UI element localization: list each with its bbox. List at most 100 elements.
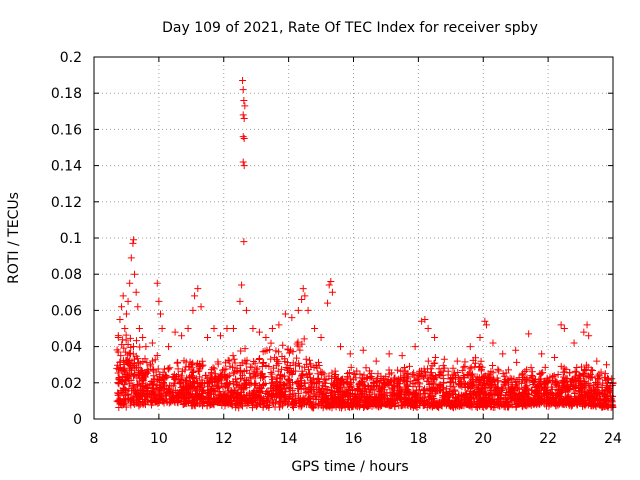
data-point	[558, 400, 566, 408]
data-point	[350, 370, 358, 378]
data-point	[488, 380, 496, 388]
data-point	[274, 357, 282, 365]
data-point	[272, 362, 280, 370]
data-point	[580, 367, 588, 375]
data-point	[180, 391, 188, 399]
data-point	[347, 363, 355, 371]
data-point	[259, 403, 267, 411]
data-point	[554, 370, 562, 378]
data-point	[244, 391, 252, 399]
data-point	[557, 392, 565, 400]
data-point	[195, 393, 203, 401]
data-point	[132, 337, 140, 345]
data-point	[419, 387, 427, 395]
data-point	[151, 356, 159, 364]
data-point	[593, 357, 601, 365]
data-point	[189, 399, 197, 407]
data-point	[546, 390, 554, 398]
data-point	[296, 346, 304, 354]
data-point	[262, 334, 270, 342]
data-point	[224, 381, 232, 389]
data-point	[398, 352, 406, 360]
data-point	[578, 363, 586, 371]
data-point	[478, 363, 486, 371]
data-point	[205, 376, 213, 384]
data-point	[212, 381, 220, 389]
data-point	[135, 393, 143, 401]
data-point	[139, 400, 147, 408]
data-point	[472, 403, 480, 411]
data-point	[240, 134, 248, 142]
data-point	[326, 392, 334, 400]
data-point	[587, 366, 595, 374]
data-point	[190, 384, 198, 392]
data-point	[518, 379, 526, 387]
data-point	[543, 387, 551, 395]
data-point	[272, 347, 280, 355]
data-point	[377, 374, 385, 382]
data-point	[166, 364, 174, 372]
y-tick-label: 0.14	[51, 159, 82, 175]
data-point	[230, 355, 238, 363]
data-point	[340, 391, 348, 399]
data-point	[215, 388, 223, 396]
data-point	[209, 400, 217, 408]
data-point	[238, 398, 246, 406]
data-point	[319, 398, 327, 406]
data-point	[472, 376, 480, 384]
data-point	[209, 364, 217, 372]
data-point	[510, 375, 518, 383]
data-point	[346, 350, 354, 358]
data-point	[376, 379, 384, 387]
data-point	[197, 303, 205, 311]
data-point	[425, 402, 433, 410]
data-point	[494, 377, 502, 385]
data-point	[134, 390, 142, 398]
data-point	[371, 390, 379, 398]
data-point	[298, 367, 306, 375]
data-point	[449, 371, 457, 379]
data-point	[233, 395, 241, 403]
data-point	[276, 398, 284, 406]
y-tick-label: 0.08	[51, 267, 82, 283]
data-point	[586, 397, 594, 405]
data-point	[133, 374, 141, 382]
data-point	[580, 379, 588, 387]
data-point	[158, 325, 166, 332]
data-point	[126, 334, 134, 342]
data-point	[174, 358, 182, 366]
data-point	[378, 388, 386, 396]
data-point	[541, 391, 549, 399]
data-point	[446, 393, 454, 401]
data-point	[409, 370, 417, 378]
data-point	[375, 398, 383, 406]
data-point	[577, 384, 585, 392]
chart-title: Day 109 of 2021, Rate Of TEC Index for r…	[162, 20, 538, 36]
data-point	[461, 383, 469, 391]
data-point	[275, 321, 283, 329]
data-point	[155, 375, 163, 383]
data-point	[156, 377, 164, 385]
data-point	[541, 383, 549, 391]
data-point	[294, 306, 302, 314]
data-point	[211, 396, 219, 404]
data-point	[211, 377, 219, 385]
data-point	[139, 334, 147, 342]
data-point	[421, 369, 429, 377]
data-point	[116, 315, 124, 323]
data-point	[436, 401, 444, 409]
data-point	[158, 383, 166, 391]
data-point	[583, 321, 591, 329]
data-point	[410, 399, 418, 407]
data-point	[460, 374, 468, 382]
data-point	[501, 378, 509, 386]
data-point	[337, 343, 345, 351]
data-point	[150, 366, 158, 374]
data-point	[154, 388, 162, 396]
data-point	[490, 376, 498, 384]
data-point	[165, 365, 173, 373]
data-point	[431, 334, 439, 342]
data-point	[304, 373, 312, 381]
data-point	[239, 133, 247, 141]
